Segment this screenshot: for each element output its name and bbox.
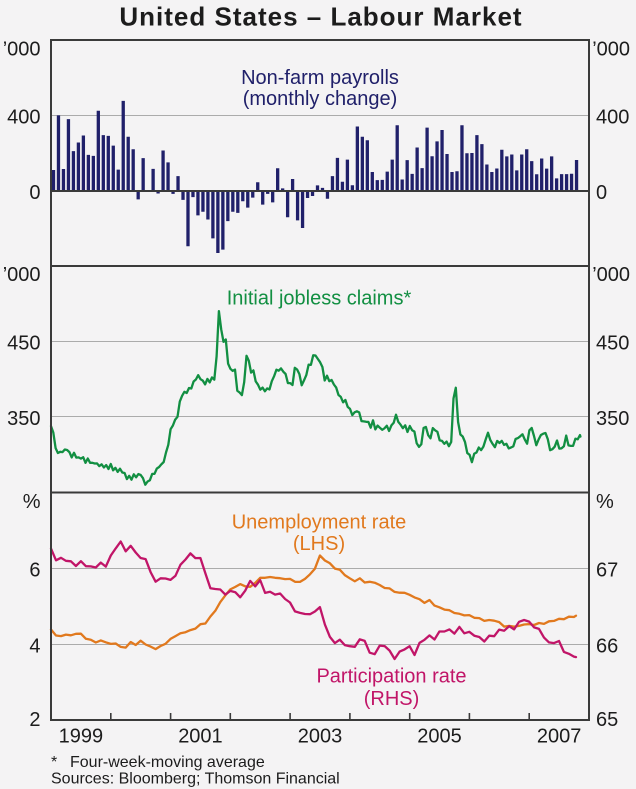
- svg-text:2003: 2003: [298, 725, 343, 747]
- svg-text:350: 350: [7, 408, 40, 430]
- svg-text:%: %: [23, 491, 41, 513]
- svg-text:2: 2: [29, 709, 40, 731]
- svg-text:4: 4: [29, 635, 40, 657]
- svg-text:Sources: Bloomberg; Thomson Fi: Sources: Bloomberg; Thomson Financial: [51, 771, 340, 788]
- svg-text:350: 350: [596, 408, 629, 430]
- svg-text:’000: ’000: [3, 264, 41, 286]
- svg-text:Four-week-moving average: Four-week-moving average: [70, 754, 265, 771]
- svg-text:(RHS): (RHS): [364, 688, 420, 710]
- svg-text:(monthly change): (monthly change): [243, 88, 398, 110]
- svg-text:’000: ’000: [3, 38, 41, 60]
- svg-text:450: 450: [596, 333, 629, 355]
- svg-text:2005: 2005: [417, 725, 462, 747]
- svg-text:’000: ’000: [592, 38, 630, 60]
- svg-text:400: 400: [7, 107, 40, 129]
- svg-text:65: 65: [596, 709, 618, 731]
- svg-text:Non-farm payrolls: Non-farm payrolls: [241, 67, 399, 89]
- svg-text:Initial jobless claims*: Initial jobless claims*: [227, 288, 412, 310]
- svg-text:400: 400: [596, 107, 629, 129]
- svg-text:’000: ’000: [592, 264, 630, 286]
- svg-text:1999: 1999: [59, 725, 104, 747]
- svg-text:2007: 2007: [537, 725, 582, 747]
- svg-text:67: 67: [596, 560, 618, 582]
- svg-text:0: 0: [596, 182, 607, 204]
- svg-text:*: *: [51, 754, 57, 771]
- svg-text:%: %: [596, 491, 614, 513]
- svg-text:Unemployment rate: Unemployment rate: [232, 512, 407, 534]
- svg-text:(LHS): (LHS): [293, 533, 345, 555]
- svg-text:6: 6: [29, 560, 40, 582]
- svg-text:Participation rate: Participation rate: [316, 666, 466, 688]
- svg-text:450: 450: [7, 333, 40, 355]
- svg-text:0: 0: [29, 182, 40, 204]
- svg-text:2001: 2001: [178, 725, 223, 747]
- svg-text:66: 66: [596, 635, 618, 657]
- svg-text:United States – Labour Market: United States – Labour Market: [119, 2, 522, 32]
